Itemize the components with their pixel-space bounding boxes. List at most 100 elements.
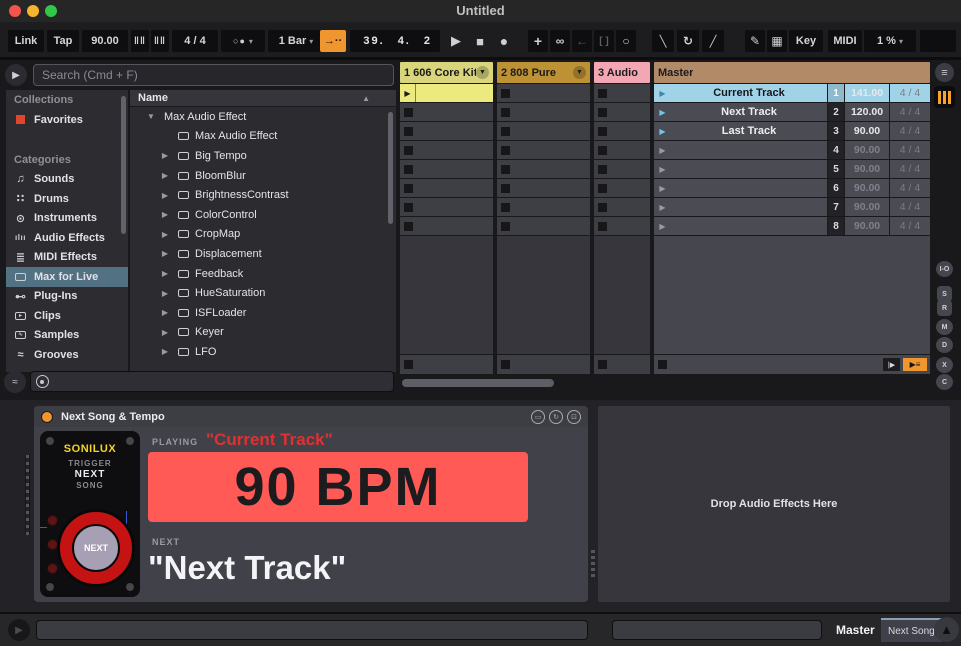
clip-stop-icon[interactable]	[404, 221, 413, 231]
sidebar-item-clips[interactable]: ▸ Clips	[6, 306, 128, 326]
scene-tempo[interactable]: 120.00	[844, 103, 889, 121]
triangle-collapsed-icon[interactable]: ▶	[161, 151, 169, 161]
close-window-button[interactable]	[9, 5, 21, 17]
hot-swap-icon[interactable]: ↻	[549, 409, 563, 424]
clip-stop-icon[interactable]	[501, 107, 510, 117]
list-item-folder[interactable]: ▶ Keyer	[130, 323, 396, 343]
scene-launch-icon[interactable]: ▶	[659, 88, 666, 98]
scene-launch-icon[interactable]: ▶	[659, 164, 666, 174]
browser-toggle-button[interactable]: ▶	[5, 64, 27, 86]
sort-ascending-icon[interactable]: ▲	[362, 93, 370, 103]
scene-row[interactable]: ▶ 7 90.00 4 / 4	[654, 198, 930, 216]
scene-time-signature[interactable]: 4 / 4	[889, 103, 930, 121]
track-header[interactable]: 2 808 Pure ▼	[497, 62, 590, 83]
clip-stop-icon[interactable]	[501, 126, 510, 136]
clip-stop-icon[interactable]	[404, 145, 413, 155]
session-record-button[interactable]	[616, 30, 636, 52]
clip-slot[interactable]	[594, 122, 650, 140]
clip-stop-icon[interactable]	[404, 164, 413, 174]
clip-stop-icon[interactable]	[501, 145, 510, 155]
clip-slot[interactable]	[594, 141, 650, 159]
clip-slot[interactable]	[497, 160, 590, 178]
save-preset-icon[interactable]: ⊡	[567, 409, 581, 424]
triangle-collapsed-icon[interactable]: ▶	[161, 288, 169, 298]
minimize-window-button[interactable]	[27, 5, 39, 17]
sidebar-item-favorites[interactable]: Favorites	[6, 110, 128, 130]
clip-stop-icon[interactable]	[501, 183, 510, 193]
scene-time-signature[interactable]: 4 / 4	[889, 160, 930, 178]
cpu-load-meter[interactable]: 1 % ▾	[864, 30, 916, 52]
clip-stop-icon[interactable]	[598, 202, 607, 212]
master-stop-all-row[interactable]: |▶ ▶≡	[654, 355, 930, 374]
clip-stop-icon[interactable]	[598, 126, 607, 136]
clip-slot[interactable]	[400, 103, 493, 121]
record-button[interactable]	[492, 30, 516, 52]
re-enable-automation-button[interactable]	[572, 30, 592, 52]
triangle-collapsed-icon[interactable]: ▶	[161, 249, 169, 259]
clip-slot[interactable]	[497, 141, 590, 159]
device-activator-toggle[interactable]	[41, 410, 53, 423]
scene-row[interactable]: ▶ 4 90.00 4 / 4	[654, 141, 930, 159]
clip-slot[interactable]	[400, 141, 493, 159]
session-overview-button[interactable]	[934, 86, 955, 108]
chevron-down-icon[interactable]: ▾	[309, 36, 314, 46]
clip-slot[interactable]	[497, 217, 590, 235]
scene-tempo[interactable]: 90.00	[844, 198, 889, 216]
stop-all-clips-icon[interactable]	[658, 360, 667, 369]
list-item-folder[interactable]: ▶ Big Tempo	[130, 146, 396, 166]
triangle-collapsed-icon[interactable]: ▶	[161, 171, 169, 181]
fade-down-icon[interactable]	[652, 30, 674, 52]
clip-stop-icon[interactable]	[598, 183, 607, 193]
clip-stop-icon[interactable]	[598, 88, 607, 98]
scene-time-signature[interactable]: 4 / 4	[889, 84, 930, 102]
list-item-folder[interactable]: ▶ Displacement	[130, 244, 396, 264]
triangle-expanded-icon[interactable]: ▼	[147, 112, 155, 122]
groove-pool-button[interactable]: ≈	[4, 371, 26, 393]
sidebar-item-max-for-live[interactable]: Max for Live	[6, 267, 128, 287]
sidebar-item-sounds[interactable]: ♫ Sounds	[6, 170, 128, 190]
search-input[interactable]	[33, 64, 394, 86]
device-map-icon[interactable]: ▭	[531, 409, 545, 424]
punch-button[interactable]	[594, 30, 614, 52]
scene-launch-icon[interactable]: ▶	[659, 221, 666, 231]
stop-all-clips-icon[interactable]	[598, 360, 607, 369]
triangle-collapsed-icon[interactable]: ▶	[161, 190, 169, 200]
midi-map-toggle[interactable]: MIDI	[828, 30, 862, 52]
triangle-collapsed-icon[interactable]: ▶	[161, 269, 169, 279]
clip-play-icon[interactable]: ▶	[400, 84, 416, 102]
chevron-down-icon[interactable]: ▾	[898, 36, 903, 46]
scene-row[interactable]: ▶ Next Track 2 120.00 4 / 4	[654, 103, 930, 121]
clip-slot[interactable]	[400, 198, 493, 216]
loop-toggle[interactable]	[677, 30, 699, 52]
clip-slot[interactable]	[400, 160, 493, 178]
preview-bar[interactable]	[30, 371, 394, 392]
toggle-in-out[interactable]: I-O	[936, 261, 953, 277]
scene-time-signature[interactable]: 4 / 4	[889, 141, 930, 159]
scene-tempo[interactable]: 90.00	[844, 122, 889, 140]
list-item-device[interactable]: Max Audio Effect	[130, 127, 396, 147]
sidebar-item-midi-effects[interactable]: ≣ MIDI Effects	[6, 248, 128, 268]
metronome-toggle[interactable]: ▾	[221, 30, 265, 52]
list-item-folder[interactable]: ▶ BloomBlur	[130, 166, 396, 186]
scene-tempo[interactable]: 90.00	[844, 141, 889, 159]
track-stop-all-row[interactable]	[400, 355, 493, 374]
computer-midi-keyboard-button[interactable]	[767, 30, 787, 52]
key-map-toggle[interactable]: Key	[789, 30, 823, 52]
follow-button[interactable]	[320, 30, 346, 52]
list-item-folder[interactable]: ▶ ColorControl	[130, 205, 396, 225]
crossfade-assign-icon[interactable]: |▶	[883, 358, 900, 371]
scene-time-signature[interactable]: 4 / 4	[889, 217, 930, 235]
track-header[interactable]: 1 606 Core Kit ▼	[400, 62, 493, 83]
clip-stop-icon[interactable]	[404, 126, 413, 136]
chevron-down-icon[interactable]: ▾	[248, 36, 253, 46]
drop-audio-effects-area[interactable]: Drop Audio Effects Here	[598, 406, 950, 602]
clip-stop-icon[interactable]	[501, 88, 510, 98]
stop-all-clips-icon[interactable]	[404, 360, 413, 369]
maximize-window-button[interactable]	[45, 5, 57, 17]
master-track-header[interactable]: Master	[654, 62, 930, 83]
sidebar-item-samples[interactable]: ∿ Samples	[6, 326, 128, 346]
clip-slot[interactable]	[400, 217, 493, 235]
clip-stop-icon[interactable]	[598, 107, 607, 117]
play-button[interactable]	[444, 30, 468, 52]
tap-tempo-button[interactable]: Tap	[47, 30, 79, 52]
